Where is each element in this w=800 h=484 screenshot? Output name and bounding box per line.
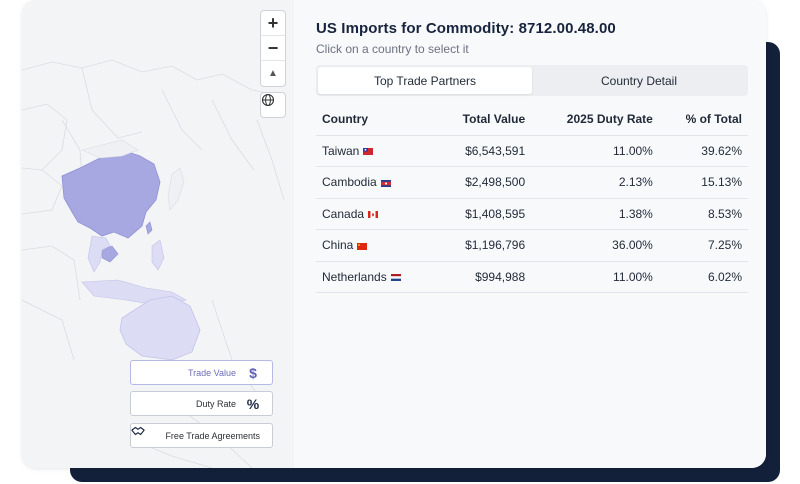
country-name: Taiwan (322, 143, 360, 158)
canada-flag-icon (368, 211, 379, 219)
pct-total-cell: 8.53% (658, 198, 748, 230)
table-header-row: Country Total Value 2025 Duty Rate % of … (316, 104, 748, 136)
trade-value-label: Trade Value (187, 367, 236, 378)
handshake-icon (131, 426, 145, 436)
free-trade-agreements-button[interactable]: Free Trade Agreements (130, 423, 273, 448)
zoom-out-button[interactable]: − (261, 36, 285, 61)
country-cell: Canada (316, 198, 435, 230)
table-row[interactable]: China $1,196,796 36.00% 7.25% (316, 229, 748, 262)
globe-button[interactable] (260, 92, 286, 118)
japan-shape (167, 167, 185, 211)
world-map[interactable]: + − ▲ Trade Value $ Duty Rate % Free Tra… (22, 0, 294, 468)
page-title: US Imports for Commodity: 8712.00.48.00 (316, 20, 616, 37)
table-row[interactable]: Taiwan $6,543,591 11.00% 39.62% (316, 135, 748, 167)
total-value-cell: $1,408,595 (434, 198, 532, 230)
map-canvas[interactable] (22, 0, 294, 468)
detail-panel: US Imports for Commodity: 8712.00.48.00 … (294, 0, 766, 468)
tab-bar: Top Trade Partners Country Detail (316, 65, 748, 96)
table-row[interactable]: Netherlands $994,988 11.00% 6.02% (316, 261, 748, 293)
duty-rate-cell: 11.00% (531, 261, 659, 293)
pct-total-cell: 15.13% (658, 166, 748, 199)
china-flag-icon (357, 242, 368, 250)
trade-value-button[interactable]: Trade Value $ (130, 360, 273, 385)
taiwan-shape (145, 221, 153, 235)
zoom-controls: + − ▲ (260, 10, 286, 87)
table-row[interactable]: Cambodia $2,498,500 2.13% 15.13% (316, 166, 748, 199)
total-value-cell: $2,498,500 (434, 166, 532, 199)
mainland-se-asia-shape (87, 235, 111, 273)
tab-top-trade-partners[interactable]: Top Trade Partners (318, 67, 532, 94)
duty-rate-button[interactable]: Duty Rate % (130, 391, 273, 416)
compass-north-button[interactable]: ▲ (268, 68, 278, 79)
pct-total-cell: 7.25% (658, 229, 748, 262)
total-value-cell: $1,196,796 (434, 229, 532, 262)
dollar-icon: $ (249, 364, 257, 381)
country-name: Canada (322, 206, 365, 221)
australia-shape (119, 295, 201, 361)
total-value-cell: $6,543,591 (434, 135, 532, 167)
country-cell: Cambodia (316, 166, 435, 199)
free-trade-agreements-label: Free Trade Agreements (165, 430, 260, 441)
page-subtitle: Click on a country to select it (316, 42, 469, 56)
column-header-country[interactable]: Country (316, 104, 435, 136)
zoom-in-button[interactable]: + (261, 11, 285, 36)
country-name: China (322, 238, 354, 253)
pct-total-cell: 6.02% (658, 261, 748, 293)
duty-rate-cell: 2.13% (531, 166, 659, 199)
mongolia-shape (81, 139, 139, 159)
duty-rate-cell: 11.00% (531, 135, 659, 167)
country-cell: Taiwan (316, 135, 435, 167)
country-cell: China (316, 229, 435, 262)
percent-icon: % (246, 395, 260, 412)
cambodia-shape (101, 245, 119, 263)
pct-total-cell: 39.62% (658, 135, 748, 167)
tab-country-detail[interactable]: Country Detail (600, 73, 678, 88)
taiwan-flag-icon (363, 148, 374, 156)
cambodia-flag-icon (380, 179, 391, 187)
column-header-pct-total[interactable]: % of Total (658, 104, 748, 136)
duty-rate-cell: 1.38% (531, 198, 659, 230)
netherlands-flag-icon (390, 274, 401, 282)
trade-partners-table: Country Total Value 2025 Duty Rate % of … (316, 104, 748, 293)
country-name: Netherlands (322, 269, 387, 284)
country-name: Cambodia (322, 175, 377, 190)
column-header-total-value[interactable]: Total Value (434, 104, 532, 136)
globe-icon (261, 93, 275, 107)
column-header-duty-rate[interactable]: 2025 Duty Rate (531, 104, 659, 136)
total-value-cell: $994,988 (434, 261, 532, 293)
imports-widget: + − ▲ Trade Value $ Duty Rate % Free Tra… (22, 0, 766, 468)
table-row[interactable]: Canada $1,408,595 1.38% 8.53% (316, 198, 748, 230)
duty-rate-label: Duty Rate (195, 398, 236, 409)
duty-rate-cell: 36.00% (531, 229, 659, 262)
country-cell: Netherlands (316, 261, 435, 293)
philippines-shape (151, 239, 165, 271)
